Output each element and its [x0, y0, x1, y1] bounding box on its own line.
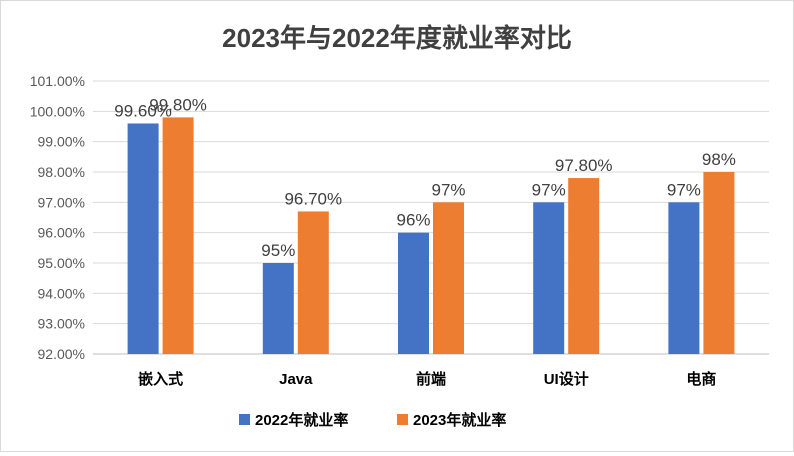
y-tick-label: 99.00% [38, 134, 85, 150]
x-tick-label: Java [279, 371, 313, 388]
x-axis-ticks: 嵌入式 Java 前端 UI设计 电商 [138, 370, 716, 388]
data-label: 97% [667, 180, 701, 199]
data-label: 97% [532, 180, 566, 199]
x-tick-label: UI设计 [544, 370, 589, 388]
bar [703, 172, 735, 354]
y-tick-label: 97.00% [38, 194, 85, 210]
bar [568, 178, 600, 354]
legend-label: 2023年就业率 [413, 411, 506, 429]
x-tick-label: 电商 [686, 370, 716, 388]
bar [668, 202, 700, 354]
data-label: 95% [261, 241, 295, 260]
data-label: 98% [702, 150, 736, 169]
legend: 2022年就业率 2023年就业率 [239, 411, 506, 429]
data-label: 96.70% [284, 189, 342, 208]
bar [533, 202, 565, 354]
x-tick-label: 前端 [416, 370, 446, 388]
y-tick-label: 101.00% [30, 73, 85, 89]
y-tick-label: 92.00% [38, 346, 85, 362]
bar [162, 117, 194, 355]
gridlines [93, 80, 769, 355]
data-labels: 99.60%99.80%95%96.70%96%97% 97%97.80%97%9… [114, 95, 736, 260]
y-axis-ticks: 92.00% 93.00% 94.00% 95.00% 96.00% 97.00% 98.0… [30, 73, 85, 362]
data-label: 99.80% [149, 95, 207, 114]
y-tick-label: 95.00% [38, 255, 85, 271]
y-tick-label: 94.00% [38, 285, 85, 301]
legend-label: 2022年就业率 [255, 411, 348, 429]
data-label: 97% [431, 180, 465, 199]
bar [297, 211, 329, 354]
y-tick-label: 98.00% [38, 164, 85, 180]
data-label: 99.60% [114, 101, 172, 120]
legend-swatch [239, 414, 250, 425]
legend-swatch [397, 414, 408, 425]
bar [127, 123, 159, 354]
chart-title: 2023年与2022年度就业率对比 [222, 23, 572, 53]
data-label: 96% [396, 211, 430, 230]
bar [433, 202, 464, 354]
x-tick-label: 嵌入式 [138, 370, 183, 388]
bar [398, 232, 429, 354]
y-tick-label: 100.00% [30, 103, 85, 119]
y-tick-label: 93.00% [38, 316, 85, 332]
bars [127, 117, 735, 355]
y-tick-label: 96.00% [38, 225, 85, 241]
data-label: 97.80% [555, 156, 613, 175]
bar [262, 263, 294, 354]
